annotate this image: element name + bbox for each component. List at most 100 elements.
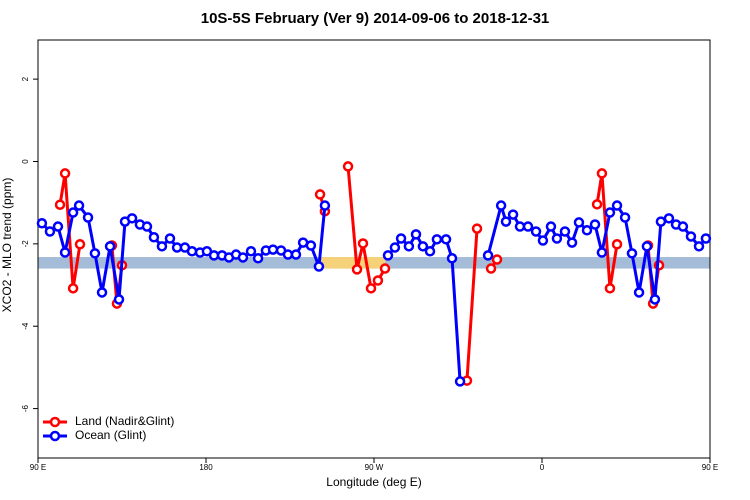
data-point — [446, 253, 458, 264]
data-point — [551, 233, 563, 244]
y-tick-label: -2 — [21, 240, 30, 248]
data-point — [104, 241, 116, 252]
chart-title: 10S-5S February (Ver 9) 2014-09-06 to 20… — [201, 10, 550, 27]
data-point — [267, 244, 279, 255]
data-point — [351, 264, 363, 275]
data-point — [314, 189, 326, 200]
legend-marker — [49, 430, 61, 442]
data-point — [641, 241, 653, 252]
data-point — [522, 221, 534, 232]
data-point — [36, 218, 48, 229]
data-point — [113, 294, 125, 305]
legend-label: Ocean (Glint) — [75, 428, 146, 442]
data-point — [649, 294, 661, 305]
data-point — [82, 212, 94, 223]
data-point — [604, 207, 616, 218]
data-point — [685, 231, 697, 242]
legend-label: Land (Nadir&Glint) — [75, 414, 174, 428]
series-line — [40, 204, 708, 382]
data-point — [357, 238, 369, 249]
data-point — [237, 252, 249, 263]
data-point — [59, 168, 71, 179]
data-point — [73, 200, 85, 211]
data-point — [417, 241, 429, 252]
data-point — [500, 216, 512, 227]
data-point — [596, 168, 608, 179]
data-point — [389, 242, 401, 253]
data-point — [342, 161, 354, 172]
data-point — [313, 261, 325, 272]
data-point — [54, 199, 66, 210]
data-point — [655, 216, 667, 227]
data-point — [573, 217, 585, 228]
data-point — [186, 246, 198, 257]
data-point — [482, 250, 494, 261]
data-point — [566, 237, 578, 248]
x-tick-label: 90 E — [30, 463, 46, 472]
data-point — [663, 213, 675, 224]
data-point — [454, 376, 466, 387]
data-point — [431, 234, 443, 245]
data-point — [74, 239, 86, 250]
legend-marker — [49, 416, 61, 428]
data-point — [589, 219, 601, 230]
x-tick-label: 0 — [540, 463, 545, 472]
data-point — [67, 283, 79, 294]
data-point — [96, 287, 108, 298]
data-point — [440, 234, 452, 245]
data-point — [471, 223, 483, 234]
data-point — [305, 240, 317, 251]
data-point — [491, 254, 503, 265]
data-point — [382, 250, 394, 261]
data-point — [485, 263, 497, 274]
y-tick-label: 0 — [21, 159, 30, 164]
data-point — [604, 283, 616, 294]
data-point — [372, 275, 384, 286]
data-point — [141, 221, 153, 232]
data-point — [545, 221, 557, 232]
data-point — [156, 241, 168, 252]
y-tick-label: 2 — [21, 76, 30, 81]
data-point — [365, 283, 377, 294]
plot-frame — [37, 39, 711, 459]
data-point — [89, 248, 101, 259]
data-point — [403, 241, 415, 252]
x-tick-label: 90 W — [365, 463, 384, 472]
y-axis-label: XCO2 - MLO trend (ppm) — [0, 178, 14, 313]
x-tick-label: 90 E — [702, 463, 718, 472]
data-point — [530, 226, 542, 237]
data-point — [611, 200, 623, 211]
data-point — [148, 232, 160, 243]
data-point — [677, 221, 689, 232]
data-point — [424, 246, 436, 257]
y-tick-label: -4 — [21, 322, 30, 330]
data-point — [537, 235, 549, 246]
data-point — [164, 233, 176, 244]
data-point — [596, 247, 608, 258]
data-point — [626, 248, 638, 259]
data-point — [693, 241, 705, 252]
data-point — [410, 229, 422, 240]
data-point — [619, 212, 631, 223]
data-point — [591, 199, 603, 210]
data-point — [559, 226, 571, 237]
data-point — [67, 207, 79, 218]
data-point — [290, 249, 302, 260]
data-point — [245, 246, 257, 257]
data-point — [126, 213, 138, 224]
data-point — [581, 225, 593, 236]
data-point — [611, 239, 623, 250]
data-point — [379, 263, 391, 274]
data-point — [44, 226, 56, 237]
x-axis-label: Longitude (deg E) — [326, 475, 421, 489]
band-highlight — [319, 257, 386, 269]
data-point — [700, 233, 712, 244]
data-point — [495, 200, 507, 211]
data-point — [395, 233, 407, 244]
data-point — [59, 247, 71, 258]
data-point — [507, 209, 519, 220]
data-point — [319, 200, 331, 211]
data-point — [52, 221, 64, 232]
y-tick-label: -6 — [21, 404, 30, 412]
